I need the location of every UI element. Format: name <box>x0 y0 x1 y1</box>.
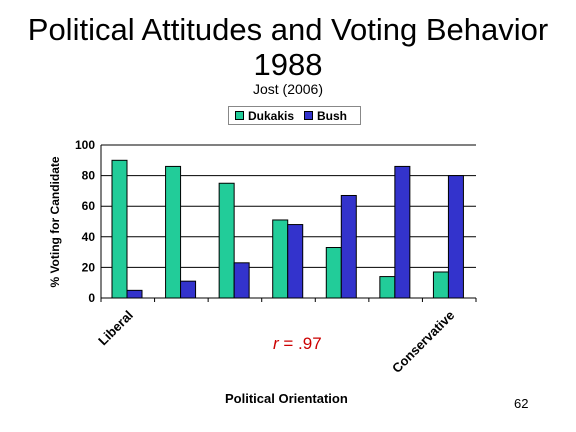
slide-title: Political Attitudes and Voting Behavior … <box>0 12 576 82</box>
page-number: 62 <box>514 396 529 411</box>
slide-subtitle: Jost (2006) <box>252 81 324 97</box>
bar-dukakis-1 <box>165 165 182 299</box>
chart-legend: Dukakis Bush <box>228 106 361 125</box>
correlation-symbol: r <box>273 334 279 353</box>
bar-bush-2 <box>233 262 250 299</box>
y-tick-label: 60 <box>82 199 96 213</box>
bar-dukakis-3 <box>272 219 289 299</box>
bar-dukakis-6 <box>432 271 449 299</box>
x-tick-label-conservative: Conservative <box>389 308 457 376</box>
correlation-value: = .97 <box>278 334 322 353</box>
title-line-1: Political Attitudes and Voting Behavior <box>27 12 549 47</box>
bar-bush-0 <box>126 289 143 299</box>
x-axis-label: Political Orientation <box>225 391 348 406</box>
legend-label-bush: Bush <box>317 109 347 123</box>
legend-swatch-bush <box>304 111 313 120</box>
bar-dukakis-0 <box>111 159 128 299</box>
bar-dukakis-4 <box>325 247 342 299</box>
y-axis-label: % Voting for Candidate <box>48 156 62 288</box>
bar-bush-3 <box>287 224 304 299</box>
bar-bush-1 <box>180 280 197 299</box>
y-tick-label: 80 <box>82 169 96 183</box>
legend-swatch-dukakis <box>235 111 244 120</box>
bar-bush-4 <box>340 194 357 299</box>
x-tick-label-liberal: Liberal <box>95 308 136 349</box>
legend-label-dukakis: Dukakis <box>248 109 295 123</box>
y-tick-label: 40 <box>82 230 96 244</box>
bar-dukakis-5 <box>379 276 396 299</box>
title-line-2: 1988 <box>253 47 323 82</box>
bar-bush-5 <box>394 165 411 299</box>
y-tick-label: 20 <box>82 260 96 274</box>
y-tick-label: 100 <box>75 138 95 152</box>
correlation-annotation: r = .97 <box>273 334 322 354</box>
bar-bush-6 <box>447 175 464 299</box>
bar-dukakis-2 <box>218 182 235 299</box>
y-tick-label: 0 <box>88 291 95 305</box>
